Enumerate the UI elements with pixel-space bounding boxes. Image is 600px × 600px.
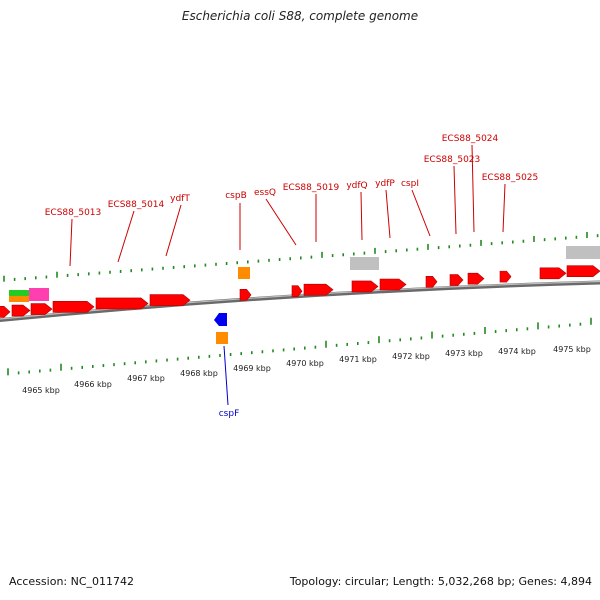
gene-label-ECS88_5013[interactable]: ECS88_5013	[45, 208, 102, 218]
forward-gene-arrow	[351, 280, 379, 293]
forward-gene-arrow	[539, 267, 567, 280]
gene-label-ydfP[interactable]: ydfP	[375, 179, 395, 189]
leader-line	[223, 345, 229, 406]
leader-line	[502, 183, 506, 233]
gene-label-ECS88_5014[interactable]: ECS88_5014	[108, 200, 165, 210]
kbp-label: 4968 kbp	[180, 369, 218, 378]
forward-gene-arrow	[239, 289, 252, 301]
kbp-label: 4972 kbp	[392, 352, 430, 361]
gene-label-essQ[interactable]: essQ	[254, 188, 276, 198]
gene-label-cspB[interactable]: cspB	[225, 191, 247, 201]
genome-summary-text: Topology: circular; Length: 5,032,268 bp…	[289, 575, 592, 588]
outer-tick-track	[3, 231, 599, 282]
leader-line	[265, 198, 297, 246]
leader-line	[385, 189, 391, 239]
forward-gene-arrow	[95, 297, 149, 310]
forward-gene-arrow	[11, 304, 31, 317]
forward-feature-track	[0, 265, 600, 318]
forward-gene-arrow	[499, 270, 512, 283]
gene-label-ECS88_5025[interactable]: ECS88_5025	[482, 173, 539, 183]
forward-gene-arrow	[425, 275, 438, 288]
kbp-label: 4965 kbp	[22, 386, 60, 395]
forward-gene-arrow	[30, 303, 53, 315]
misc-feature-track	[9, 246, 600, 344]
leader-line	[69, 218, 73, 267]
leader-line	[117, 210, 135, 263]
pseudo-feature	[566, 246, 600, 259]
leader-line	[453, 165, 457, 235]
kbp-label: 4967 kbp	[127, 374, 165, 383]
kbp-label: 4966 kbp	[74, 380, 112, 389]
kbp-label: 4975 kbp	[553, 345, 591, 354]
gene-label-cspI[interactable]: cspI	[401, 179, 419, 189]
gene-label-ECS88_5024[interactable]: ECS88_5024	[442, 134, 499, 144]
leader-line	[360, 191, 363, 241]
rna-feature	[216, 332, 228, 344]
forward-gene-arrow	[291, 285, 303, 298]
leader-line	[411, 189, 431, 237]
genome-backbone	[0, 280, 600, 323]
gene-label-ydfT[interactable]: ydfT	[170, 194, 190, 204]
rna-feature	[238, 267, 250, 279]
forward-gene-arrow	[379, 278, 407, 291]
kbp-label: 4971 kbp	[339, 355, 377, 364]
inner-tick-track	[7, 317, 592, 376]
forward-gene-arrow	[467, 272, 485, 285]
rna-feature	[9, 296, 29, 302]
forward-gene-arrow	[0, 306, 11, 318]
leader-line	[471, 144, 475, 233]
forward-gene-arrow	[303, 283, 334, 296]
green-feature	[9, 290, 29, 296]
kbp-label: 4969 kbp	[233, 364, 271, 373]
kbp-label: 4970 kbp	[286, 359, 324, 368]
kbp-axis-labels: 4965 kbp 4966 kbp 4967 kbp 4968 kbp 4969…	[22, 345, 591, 395]
kbp-label: 4974 kbp	[498, 347, 536, 356]
forward-gene-arrow	[566, 265, 600, 277]
forward-gene-arrow	[449, 274, 464, 286]
pseudo-feature	[350, 257, 379, 270]
gene-label-ECS88_5019[interactable]: ECS88_5019	[283, 183, 340, 193]
label-leader-lines	[69, 144, 506, 406]
forward-gene-arrow	[149, 294, 191, 306]
magenta-feature	[29, 288, 49, 301]
reverse-gene-arrow	[214, 313, 227, 326]
gene-label-ECS88_5023[interactable]: ECS88_5023	[424, 155, 481, 165]
leader-line	[165, 204, 182, 257]
kbp-label: 4973 kbp	[445, 349, 483, 358]
genome-title: Escherichia coli S88, complete genome	[181, 9, 419, 23]
gene-label-cspF[interactable]: cspF	[219, 409, 240, 419]
forward-gene-arrow	[52, 301, 95, 313]
accession-text: Accession: NC_011742	[9, 575, 135, 588]
gene-label-ydfQ[interactable]: ydfQ	[346, 181, 367, 191]
